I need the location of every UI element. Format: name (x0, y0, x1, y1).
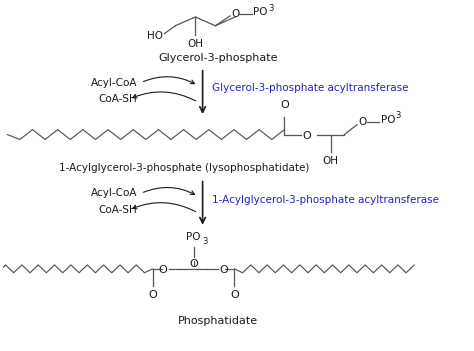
Text: OH: OH (187, 39, 203, 48)
Text: O: O (148, 290, 157, 300)
Text: O: O (230, 290, 239, 300)
Text: Acyl-CoA: Acyl-CoA (91, 78, 137, 88)
Text: PO: PO (254, 7, 268, 17)
Text: 3: 3 (395, 111, 401, 120)
Text: Glycerol-3-phosphate: Glycerol-3-phosphate (158, 53, 278, 63)
Text: 3: 3 (268, 4, 273, 13)
Text: Phosphatidate: Phosphatidate (178, 316, 258, 326)
Text: PO: PO (186, 232, 201, 243)
Text: HO: HO (146, 31, 163, 41)
Text: O: O (220, 265, 228, 275)
Text: 1-Acylglycerol-3-phosphate (lysophosphatidate): 1-Acylglycerol-3-phosphate (lysophosphat… (59, 163, 310, 173)
Text: CoA-SH: CoA-SH (99, 94, 137, 104)
Text: O: O (232, 9, 240, 19)
Text: 1-Acylglycerol-3-phosphate acyltransferase: 1-Acylglycerol-3-phosphate acyltransfera… (212, 195, 439, 205)
Text: CoA-SH: CoA-SH (99, 205, 137, 215)
Text: Glycerol-3-phosphate acyltransferase: Glycerol-3-phosphate acyltransferase (212, 82, 408, 93)
Text: OH: OH (323, 156, 339, 166)
Text: O: O (302, 131, 311, 140)
Text: 3: 3 (202, 237, 208, 246)
Text: O: O (189, 259, 198, 269)
Text: O: O (280, 100, 289, 110)
Text: Acyl-CoA: Acyl-CoA (91, 188, 137, 198)
Text: O: O (158, 265, 167, 275)
Text: PO: PO (381, 115, 395, 125)
Text: O: O (359, 117, 367, 127)
